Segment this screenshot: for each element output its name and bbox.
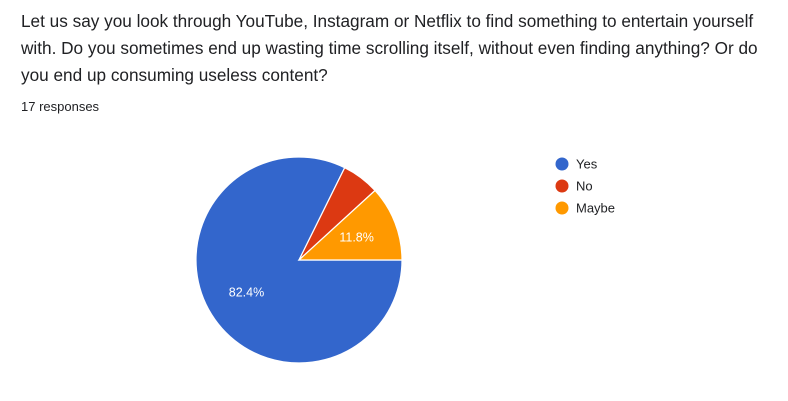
legend-swatch-yes xyxy=(555,157,569,171)
pie-slice-labels: 82.4% 11.8% xyxy=(229,231,374,300)
legend-label-maybe: Maybe xyxy=(576,201,615,216)
legend-label-yes: Yes xyxy=(576,157,598,172)
pie-slices xyxy=(195,156,403,364)
legend-swatch-no xyxy=(555,179,569,193)
response-count: 17 responses xyxy=(21,99,100,114)
legend-label-no: No xyxy=(576,179,593,194)
legend-item-yes: Yes xyxy=(555,157,598,172)
legend-swatch-maybe xyxy=(555,201,569,215)
question-title: Let us say you look through YouTube, Ins… xyxy=(21,11,758,85)
legend-item-no: No xyxy=(555,179,593,194)
slice-label-maybe: 11.8% xyxy=(339,231,374,245)
chart-legend: Yes No Maybe xyxy=(555,157,615,216)
pie-slice-maybe xyxy=(297,189,403,261)
slice-label-yes: 82.4% xyxy=(229,286,264,300)
legend-item-maybe: Maybe xyxy=(555,201,615,216)
